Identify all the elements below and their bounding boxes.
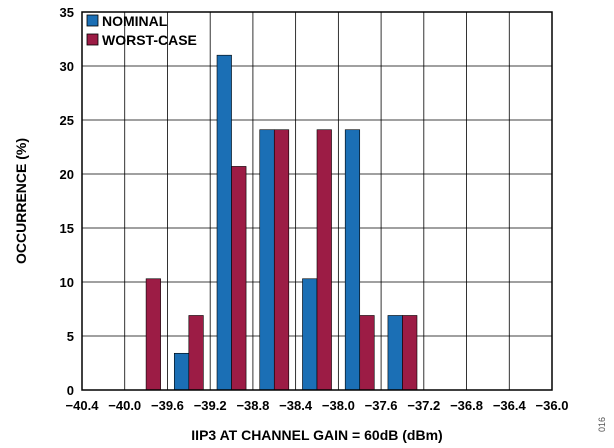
y-tick-label: 10 <box>60 275 74 290</box>
legend-label-nominal: NOMINAL <box>102 13 168 29</box>
bar-worst-case-6 <box>359 315 375 391</box>
y-axis-tick-labels: 0 5 10 15 20 25 30 35 <box>60 5 74 398</box>
bar-nominal-3 <box>216 54 232 391</box>
x-axis-title: IIP3 AT CHANNEL GAIN = 60dB (dBm) <box>191 427 442 443</box>
bar-worst-case-2 <box>188 315 204 391</box>
bars <box>145 54 418 391</box>
x-tick-label: −39.6 <box>151 398 184 413</box>
x-tick-label: −38.4 <box>279 398 313 413</box>
y-tick-label: 20 <box>60 167 74 182</box>
y-tick-label: 15 <box>60 221 74 236</box>
x-axis-tick-labels: −40.4 −40.0 −39.6 −39.2 −38.8 −38.4 −38.0 −37.6… <box>66 398 569 413</box>
figure-id: 016 <box>597 417 607 432</box>
bar-worst-case-1 <box>145 278 161 391</box>
bar-worst-case-3 <box>231 166 247 391</box>
bar-nominal-2 <box>173 352 190 391</box>
x-tick-label: −36.8 <box>450 398 483 413</box>
x-tick-label: −38.0 <box>322 398 355 413</box>
y-tick-label: 35 <box>60 5 74 20</box>
bar-nominal-4 <box>259 129 275 391</box>
legend-swatch-nominal <box>86 14 99 27</box>
x-tick-label: −38.8 <box>236 398 269 413</box>
x-tick-label: −36.0 <box>536 398 569 413</box>
x-tick-label: −40.4 <box>66 398 100 413</box>
bar-nominal-6 <box>344 129 361 391</box>
y-tick-label: 30 <box>60 59 74 74</box>
x-tick-label: −39.2 <box>194 398 227 413</box>
x-tick-label: −36.4 <box>493 398 527 413</box>
y-axis-title: OCCURRENCE (%) <box>13 138 29 264</box>
bar-nominal-7 <box>387 315 403 391</box>
x-tick-label: −37.6 <box>365 398 398 413</box>
y-tick-label: 0 <box>67 383 74 398</box>
x-tick-label: −40.0 <box>108 398 141 413</box>
bar-worst-case-5 <box>316 129 332 391</box>
x-tick-label: −37.2 <box>407 398 440 413</box>
plot-frame <box>81 11 553 391</box>
legend-swatch-worst-case <box>86 33 99 46</box>
legend-label-worst-case: WORST-CASE <box>102 32 197 48</box>
bar-worst-case-7 <box>402 315 418 391</box>
legend: NOMINAL WORST-CASE <box>86 13 197 48</box>
y-tick-label: 5 <box>67 329 74 344</box>
bar-nominal-5 <box>302 278 318 391</box>
bar-worst-case-4 <box>273 129 290 391</box>
y-tick-label: 25 <box>60 113 74 128</box>
